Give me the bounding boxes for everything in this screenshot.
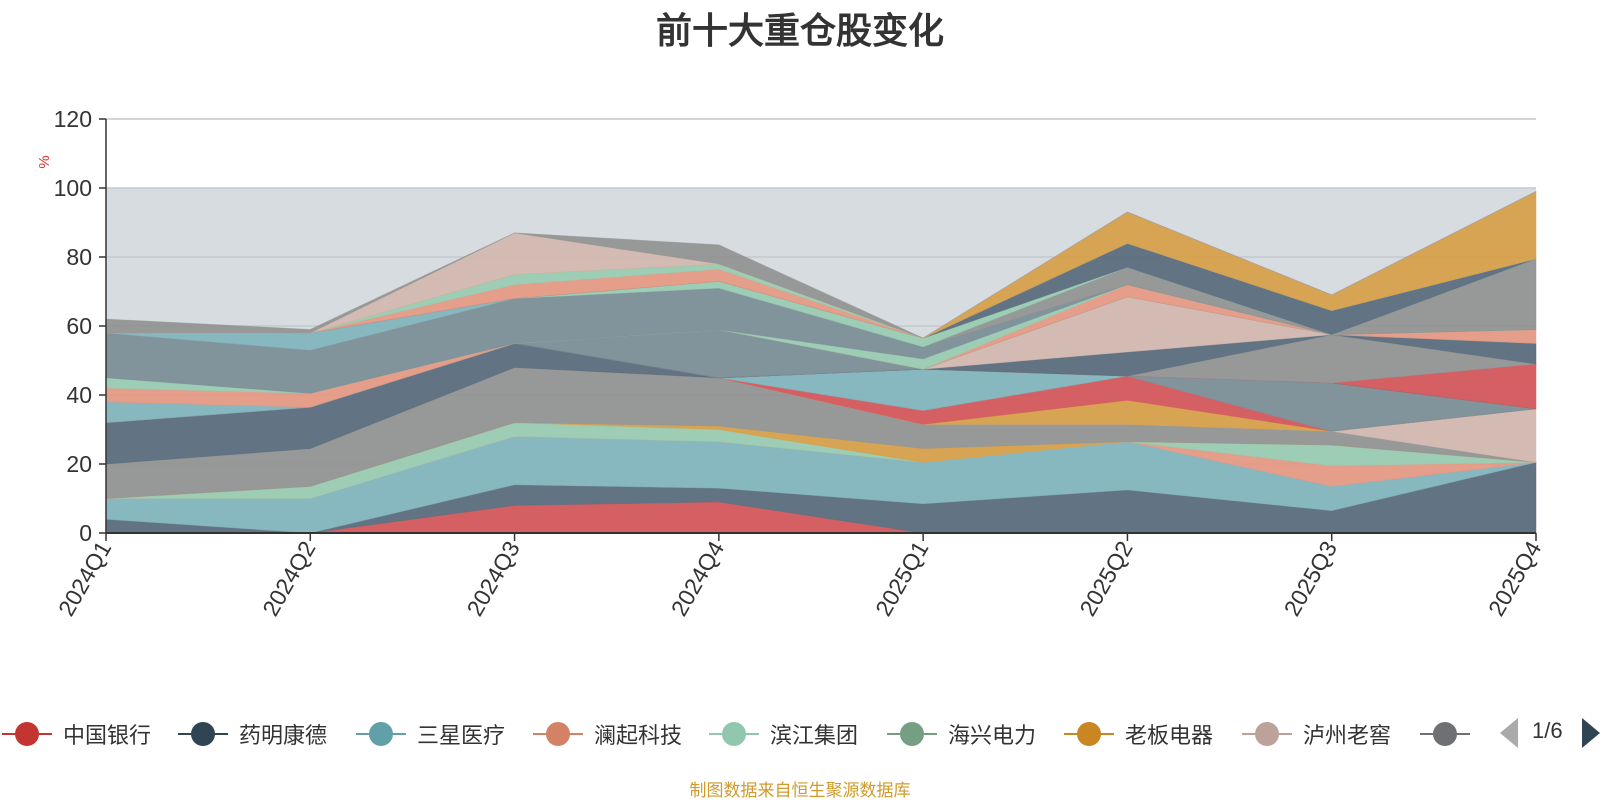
legend-dot-icon [1077,722,1101,746]
legend-marker [1064,722,1114,746]
y-tick-label: 60 [66,313,92,339]
legend-marker [1420,722,1470,746]
legend-item[interactable]: 海兴电力 [887,714,1036,754]
legend-marker [887,722,937,746]
area-layers [105,190,1537,534]
legend-item[interactable]: 澜起科技 [533,714,682,754]
legend-dot-icon [900,722,924,746]
legend-item[interactable]: 药明康德 [178,714,327,754]
y-tick-label: 40 [66,382,92,408]
legend: 中国银行 药明康德 三星医疗 澜起科技 滨江集团 海兴电力 老板电器 泸州老窖 [0,714,1480,754]
legend-label: 药明康德 [239,723,328,748]
y-tick-label: 120 [54,106,92,132]
x-tick-label: 2024Q1 [53,537,116,621]
x-tick-label: 2024Q2 [257,537,320,621]
legend-label: 泸州老窖 [1303,723,1392,748]
chart-title: 前十大重仓股变化 [655,10,944,51]
legend-marker [178,722,228,746]
legend-dot-icon [722,722,746,746]
y-tick-label: 100 [54,175,92,201]
legend-marker [533,722,583,746]
x-tick-label: 2024Q4 [666,536,730,620]
y-tick-label: 20 [66,451,92,477]
legend-label: 滨江集团 [770,723,859,748]
x-tick-label: 2025Q4 [1483,536,1547,620]
x-tick-label: 2025Q3 [1279,537,1342,621]
legend-label: 老板电器 [1125,723,1214,748]
y-tick-label: 80 [66,244,92,270]
legend-label: 澜起科技 [594,723,683,748]
legend-label: 海兴电力 [948,723,1037,748]
legend-marker [2,722,52,746]
area-band [105,191,1537,339]
data-source-note: 制图数据来自恒生聚源数据库 [689,781,911,800]
x-tick-label: 2024Q3 [461,537,524,621]
legend-item[interactable] [1420,714,1470,754]
legend-dot-icon [546,722,570,746]
x-tick-label: 2025Q2 [1074,537,1137,621]
pager-text: 1/6 [1532,718,1563,743]
legend-dot-icon [369,722,393,746]
legend-dot-icon [1433,722,1457,746]
legend-item[interactable]: 老板电器 [1064,714,1213,754]
legend-marker [356,722,406,746]
legend-marker [1242,722,1292,746]
x-tick-label: 2025Q1 [870,537,933,621]
pager-next-icon[interactable] [1582,718,1600,748]
y-axis-unit: % [36,155,53,168]
legend-pager: 1/6 [1500,716,1600,752]
y-tick-label: 0 [79,520,92,546]
legend-item[interactable]: 中国银行 [2,714,151,754]
pager-prev-icon[interactable] [1500,718,1518,748]
legend-label: 中国银行 [63,723,152,748]
legend-label: 三星医疗 [417,723,506,748]
legend-dot-icon [1255,722,1279,746]
legend-dot-icon [191,722,215,746]
legend-item[interactable]: 三星医疗 [356,714,505,754]
legend-item[interactable]: 滨江集团 [709,714,858,754]
legend-marker [709,722,759,746]
legend-item[interactable]: 泸州老窖 [1242,714,1391,754]
legend-dot-icon [15,722,39,746]
